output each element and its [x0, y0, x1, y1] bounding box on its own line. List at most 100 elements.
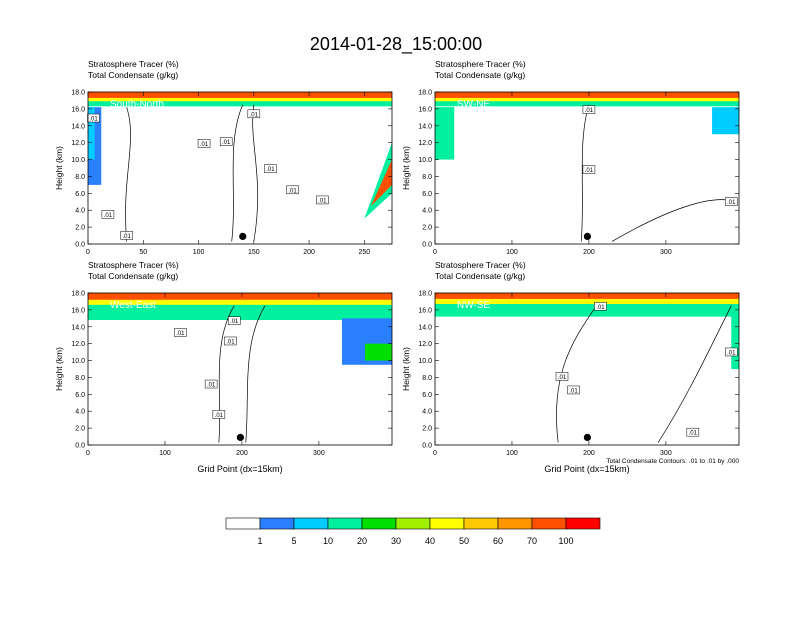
section-label: SW-NE	[457, 99, 490, 110]
contour-label: .01	[104, 213, 113, 219]
contour-label-box	[316, 195, 329, 205]
contour-label-box	[204, 379, 218, 389]
panel-title-line: Stratosphere Tracer (%)	[88, 59, 179, 69]
contour-label-box	[101, 210, 115, 219]
contour-label: .01	[689, 431, 698, 437]
colorbar-swatch	[429, 517, 465, 530]
contour-label-box	[725, 347, 738, 357]
panel-title-line: Total Condensate (g/kg)	[88, 70, 178, 80]
plot-frame	[434, 292, 740, 446]
colorbar-tick-label: 100	[558, 536, 573, 546]
colorbar-swatch	[463, 517, 499, 530]
y-tick-label: 6.0	[422, 392, 432, 399]
contour-label-box	[120, 231, 133, 240]
x-tick-label: 200	[303, 249, 315, 256]
footnote: Total Condensate Contours: .01 to .01 by…	[606, 458, 739, 465]
colorbar-tick-label: 5	[291, 536, 296, 546]
x-tick-label: 200	[583, 249, 595, 256]
colorbar-swatch	[361, 517, 397, 530]
y-tick-label: 18.0	[71, 291, 85, 298]
y-tick-label: 14.0	[71, 123, 85, 130]
colorbar-tick-label: 30	[391, 536, 401, 546]
y-tick-label: 12.0	[71, 140, 85, 147]
contour-label-box	[686, 427, 700, 437]
colorbar-tick-label: 40	[425, 536, 435, 546]
contour-label: .01	[123, 234, 132, 240]
y-tick-label: 6.0	[75, 191, 85, 198]
colorbar-tick-label: 70	[527, 536, 537, 546]
y-tick-label: 16.0	[418, 307, 432, 314]
contour-label-box	[725, 197, 738, 206]
x-tick-label: 100	[193, 249, 205, 256]
y-tick-label: 10.0	[418, 157, 432, 164]
x-tick-label: 0	[433, 249, 437, 256]
x-tick-label: 100	[506, 249, 518, 256]
panel-title-line: Total Condensate (g/kg)	[435, 271, 525, 281]
y-tick-label: 14.0	[71, 324, 85, 331]
contour-label-box	[224, 336, 237, 346]
colorbar-tick-label: 1	[257, 536, 262, 546]
contour-label: .01	[215, 413, 224, 419]
y-tick-label: 0.0	[422, 242, 432, 249]
contour-label-box	[555, 372, 569, 381]
contour-label-box	[594, 302, 607, 311]
y-tick-label: 14.0	[418, 123, 432, 130]
y-tick-label: 16.0	[418, 106, 432, 113]
contour-label: .01	[250, 112, 259, 118]
x-tick-label: 100	[506, 450, 518, 457]
contour-label: .01	[727, 350, 736, 356]
contour-label: .01	[585, 108, 594, 114]
contour-label-box	[286, 185, 299, 195]
contour-label-box	[247, 109, 261, 119]
y-axis-label: Height (km)	[401, 347, 411, 391]
section-label: South-North	[110, 99, 164, 110]
y-tick-label: 4.0	[75, 409, 85, 416]
y-axis-label: Height (km)	[54, 347, 64, 391]
y-tick-label: 8.0	[75, 375, 85, 382]
y-tick-label: 2.0	[422, 426, 432, 433]
x-tick-label: 300	[660, 450, 672, 457]
contour-label-box	[219, 137, 233, 146]
y-tick-label: 18.0	[71, 90, 85, 97]
contour-label: .01	[266, 167, 275, 173]
x-tick-label: 50	[139, 249, 147, 256]
x-tick-label: 300	[660, 249, 672, 256]
contour-label-box	[582, 165, 596, 174]
colorbar-swatch	[565, 517, 601, 530]
y-tick-label: 18.0	[418, 291, 432, 298]
contour-label-box	[87, 113, 100, 123]
y-tick-label: 0.0	[75, 443, 85, 450]
y-tick-label: 4.0	[422, 409, 432, 416]
x-tick-label: 300	[313, 450, 325, 457]
panels: Stratosphere Tracer (%)Total Condensate …	[54, 59, 740, 474]
section-label: West-East	[110, 300, 156, 311]
y-tick-label: 14.0	[418, 324, 432, 331]
contour-label-box	[227, 316, 241, 325]
panel-title-line: Total Condensate (g/kg)	[88, 271, 178, 281]
x-tick-label: 0	[86, 450, 90, 457]
x-tick-label: 0	[86, 249, 90, 256]
colorbar-tick-label: 20	[357, 536, 367, 546]
plot-frame	[87, 91, 393, 245]
contour-label-box	[567, 385, 580, 395]
plot-area	[435, 293, 739, 445]
x-axis-label: Grid Point (dx=15km)	[197, 464, 282, 474]
location-marker	[239, 232, 247, 240]
colorbar-swatch	[497, 517, 533, 530]
colorbar-tick-label: 60	[493, 536, 503, 546]
contour-label-box	[197, 139, 211, 148]
y-tick-label: 0.0	[422, 443, 432, 450]
y-tick-label: 8.0	[422, 375, 432, 382]
contour-label: .01	[727, 200, 736, 206]
x-tick-label: 200	[236, 450, 248, 457]
x-tick-label: 0	[433, 450, 437, 457]
y-tick-label: 4.0	[422, 208, 432, 215]
plot-frame	[434, 91, 740, 245]
y-axis-label: Height (km)	[54, 146, 64, 190]
x-axis-label: Grid Point (dx=15km)	[544, 464, 629, 474]
contour-label: .01	[569, 388, 578, 394]
x-tick-label: 250	[359, 249, 371, 256]
y-tick-label: 2.0	[422, 225, 432, 232]
colorbar-swatch	[259, 517, 295, 530]
